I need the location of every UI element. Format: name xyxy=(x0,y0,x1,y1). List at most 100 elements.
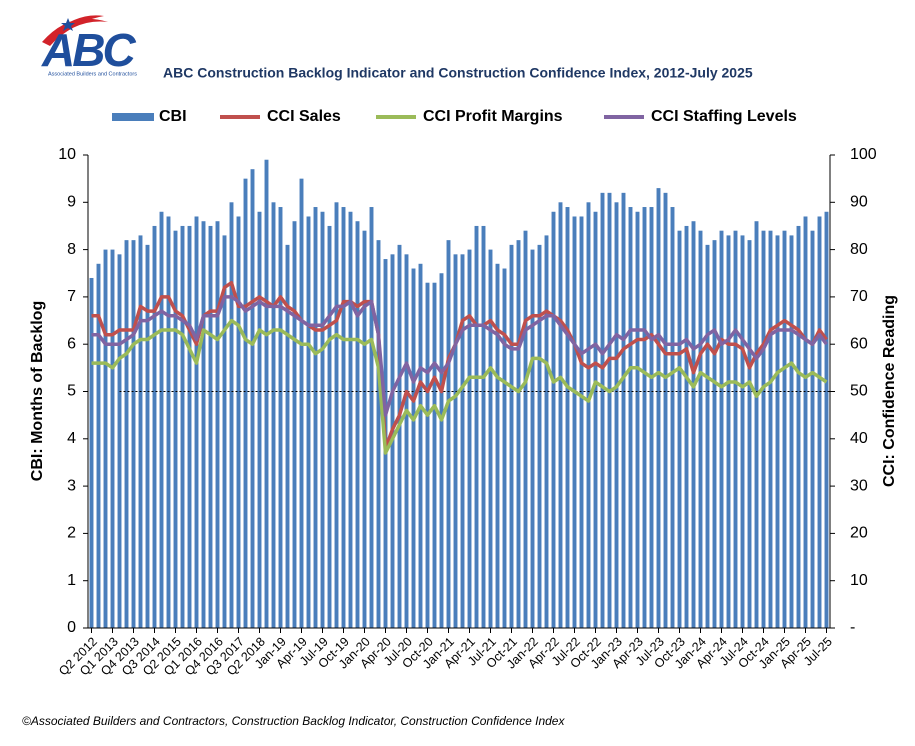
bar xyxy=(656,188,661,629)
logo-text: ABC xyxy=(41,24,136,76)
bar xyxy=(558,202,563,629)
bar xyxy=(432,282,437,628)
bar xyxy=(579,216,584,629)
bar xyxy=(215,221,220,628)
bar xyxy=(369,207,374,628)
bar xyxy=(341,207,346,628)
bar xyxy=(348,211,353,628)
bar xyxy=(376,240,381,628)
bar xyxy=(551,211,556,628)
legend-label: CCI Staffing Levels xyxy=(651,108,797,125)
bar xyxy=(173,230,178,628)
logo-tagline: Associated Builders and Contractors xyxy=(48,71,137,77)
bar xyxy=(187,225,192,628)
bar xyxy=(495,263,500,628)
bar xyxy=(222,235,227,628)
bar xyxy=(481,225,486,628)
bar xyxy=(782,230,787,628)
y-axis-title: CBI: Months of Backlog xyxy=(29,301,46,481)
bar xyxy=(684,225,689,628)
bar xyxy=(460,254,465,628)
bar xyxy=(768,230,773,628)
bar xyxy=(705,244,710,628)
bar xyxy=(733,230,738,628)
bar xyxy=(740,235,745,628)
bar xyxy=(761,230,766,628)
bar xyxy=(628,207,633,628)
line-series xyxy=(91,318,828,455)
bar xyxy=(292,221,297,628)
bar xyxy=(145,244,150,628)
y2-tick-label: 60 xyxy=(850,335,868,352)
y-tick-label: 5 xyxy=(67,383,76,400)
bar xyxy=(327,225,332,628)
bar xyxy=(663,192,668,628)
logo-star xyxy=(61,18,75,31)
bar xyxy=(89,277,94,628)
bar xyxy=(439,273,444,628)
bar xyxy=(642,207,647,628)
y2-axis-title: CCI: Confidence Reading xyxy=(881,295,898,487)
bar xyxy=(257,211,262,628)
bar xyxy=(516,240,521,628)
legend-label: CCI Sales xyxy=(267,108,341,125)
bar xyxy=(593,211,598,628)
bar xyxy=(453,254,458,628)
bar xyxy=(138,235,143,628)
bar xyxy=(271,202,276,629)
bar xyxy=(502,268,507,628)
bar xyxy=(754,221,759,628)
bar xyxy=(803,216,808,629)
bar xyxy=(152,225,157,628)
bar xyxy=(404,254,409,628)
y-tick-label: 0 xyxy=(67,619,76,636)
y2-tick-label: 80 xyxy=(850,241,868,258)
bar xyxy=(747,240,752,628)
bar xyxy=(299,178,304,628)
bar xyxy=(691,221,696,628)
bar xyxy=(474,225,479,628)
bar xyxy=(796,225,801,628)
bar xyxy=(285,244,290,628)
y2-tick-label: 40 xyxy=(850,430,868,447)
bar xyxy=(572,216,577,629)
bar xyxy=(131,240,136,628)
bar xyxy=(264,159,269,629)
bar xyxy=(117,254,122,628)
y-tick-label: 2 xyxy=(67,525,76,542)
bar xyxy=(649,207,654,628)
bar xyxy=(775,235,780,628)
bar xyxy=(544,235,549,628)
y2-tick-label: 20 xyxy=(850,525,868,542)
y-tick-label: 1 xyxy=(67,572,76,589)
bar xyxy=(243,178,248,628)
bar xyxy=(712,240,717,628)
bar xyxy=(565,207,570,628)
bar xyxy=(306,216,311,629)
y2-tick-label: 30 xyxy=(850,477,868,494)
bar xyxy=(523,230,528,628)
bar xyxy=(236,216,241,629)
line-series xyxy=(91,295,828,417)
y2-tick-label: 100 xyxy=(850,146,877,163)
y-tick-label: 8 xyxy=(67,241,76,258)
bar xyxy=(600,192,605,628)
chart-title: ABC Construction Backlog Indicator and C… xyxy=(163,65,753,81)
bar xyxy=(614,202,619,629)
y-tick-label: 9 xyxy=(67,194,76,211)
bar xyxy=(635,211,640,628)
bar xyxy=(313,207,318,628)
source-note: ©Associated Builders and Contractors, Co… xyxy=(22,714,565,728)
legend-label: CCI Profit Margins xyxy=(423,108,563,125)
bar xyxy=(824,211,829,628)
bar xyxy=(509,244,514,628)
bar xyxy=(355,221,360,628)
y-tick-label: 4 xyxy=(67,430,76,447)
bar xyxy=(103,249,108,628)
line-series xyxy=(91,280,828,451)
bar xyxy=(397,244,402,628)
bar xyxy=(537,244,542,628)
bar xyxy=(586,202,591,629)
bar xyxy=(677,230,682,628)
